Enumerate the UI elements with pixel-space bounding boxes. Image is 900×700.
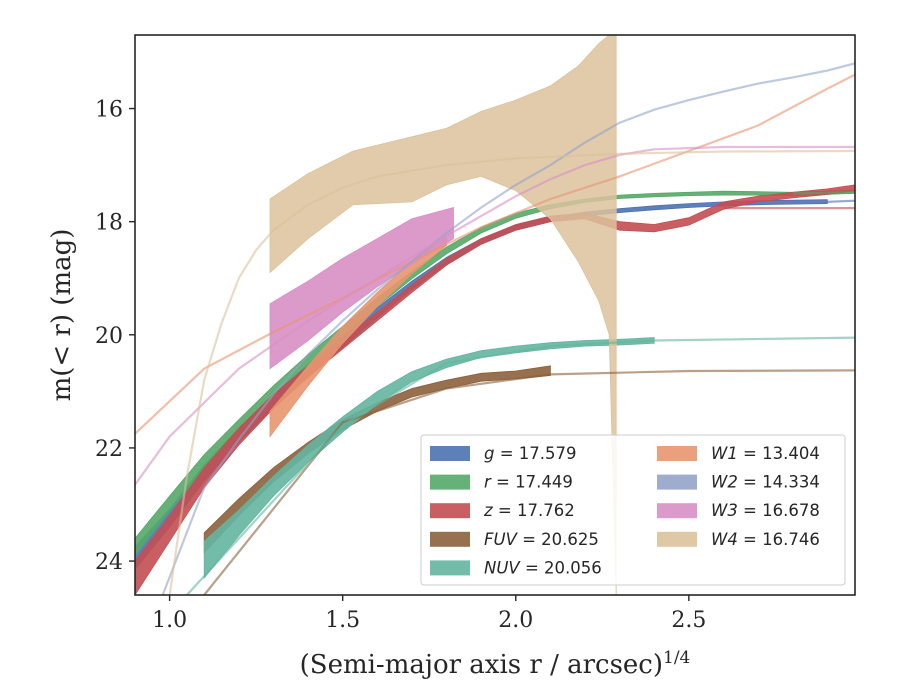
legend-label-w1: W1 = 13.404 <box>711 444 820 463</box>
x-tick-label: 1.5 <box>325 608 360 633</box>
x-tick-label: 2.0 <box>498 608 533 633</box>
y-tick-label: 18 <box>95 211 123 236</box>
legend-swatch-w3 <box>657 503 697 519</box>
legend-swatch-nuv <box>430 560 470 576</box>
r-model-curve <box>792 191 855 195</box>
w3-model-curve <box>135 145 855 486</box>
plot-frame <box>134 34 856 596</box>
y-axis-ticks: 16 18 20 22 24 <box>95 98 135 575</box>
x-tick-label: 2.5 <box>671 608 706 633</box>
y-tick-label: 24 <box>95 550 123 575</box>
x-tick-label: 1.0 <box>152 608 187 633</box>
y-tick-label: 20 <box>95 324 123 349</box>
legend-swatch-w1 <box>657 446 697 461</box>
legend-label-z: z = 17.762 <box>483 501 575 520</box>
legend: g = 17.579 r = 17.449 z = 17.762 FUV = 20.6… <box>420 434 846 586</box>
nuv-uncertainty-band <box>203 337 655 580</box>
x-axis-ticks: 1.0 1.5 2.0 2.5 <box>152 595 706 633</box>
legend-swatch-g <box>430 446 470 461</box>
legend-label-nuv: NUV = 20.056 <box>484 558 602 577</box>
legend-label-g: g = 17.579 <box>484 444 577 463</box>
legend-swatch-w4 <box>657 531 697 547</box>
legend-label-r: r = 17.449 <box>484 473 573 492</box>
g-model-curve <box>827 199 855 203</box>
legend-swatch-z <box>430 503 470 519</box>
w4-model-curve <box>168 149 855 595</box>
nuv-model-curve <box>186 336 855 595</box>
legend-frame <box>420 434 846 586</box>
y-tick-label: 16 <box>95 98 123 123</box>
legend-label-fuv: FUV = 20.625 <box>484 530 599 549</box>
w1-model-curve <box>135 73 855 435</box>
z-uncertainty-band <box>135 184 855 595</box>
x-axis-title: (Semi-major axis r / arcsec)1/4 <box>300 648 691 680</box>
w2-model-curve <box>161 62 855 595</box>
legend-swatch-w2 <box>657 474 697 490</box>
legend-label-w4: W4 = 16.746 <box>711 530 820 549</box>
y-tick-label: 22 <box>95 437 123 462</box>
legend-swatch-r <box>430 474 470 490</box>
model-curves <box>135 62 855 595</box>
w4-uncertainty-band <box>269 35 617 595</box>
legend-swatch-fuv <box>430 531 470 547</box>
x-axis-title-text: (Semi-major axis r / arcsec) <box>300 650 663 680</box>
legend-label-w3: W3 = 16.678 <box>711 501 820 520</box>
y-axis-title: m(< r) (mag) <box>47 229 77 402</box>
x-axis-title-exponent: 1/4 <box>663 648 690 668</box>
legend-label-w2: W2 = 14.334 <box>711 473 820 492</box>
